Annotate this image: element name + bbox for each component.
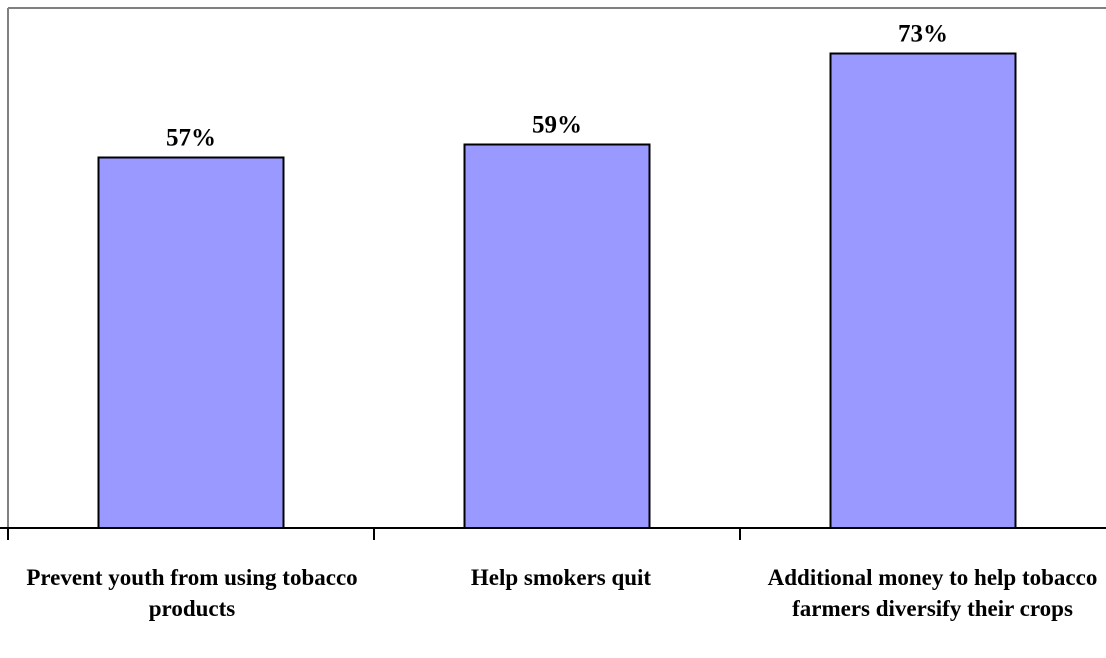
- bar: [829, 52, 1017, 529]
- plot-frame: [7, 7, 1106, 528]
- bars: [97, 52, 1017, 529]
- x-axis: [0, 527, 1106, 540]
- x-tick-label: Help smokers quit: [470, 565, 652, 590]
- x-tick-label: Prevent youth from using tobacco product…: [26, 565, 358, 621]
- value-label: 57%: [166, 125, 216, 152]
- bar: [97, 156, 285, 529]
- value-labels: 57% 59% 73%: [166, 21, 948, 152]
- x-tick-label: Additional money to help tobacco farmers…: [767, 565, 1098, 621]
- value-label: 59%: [532, 112, 582, 139]
- value-label: 73%: [898, 21, 948, 48]
- bar: [463, 143, 651, 529]
